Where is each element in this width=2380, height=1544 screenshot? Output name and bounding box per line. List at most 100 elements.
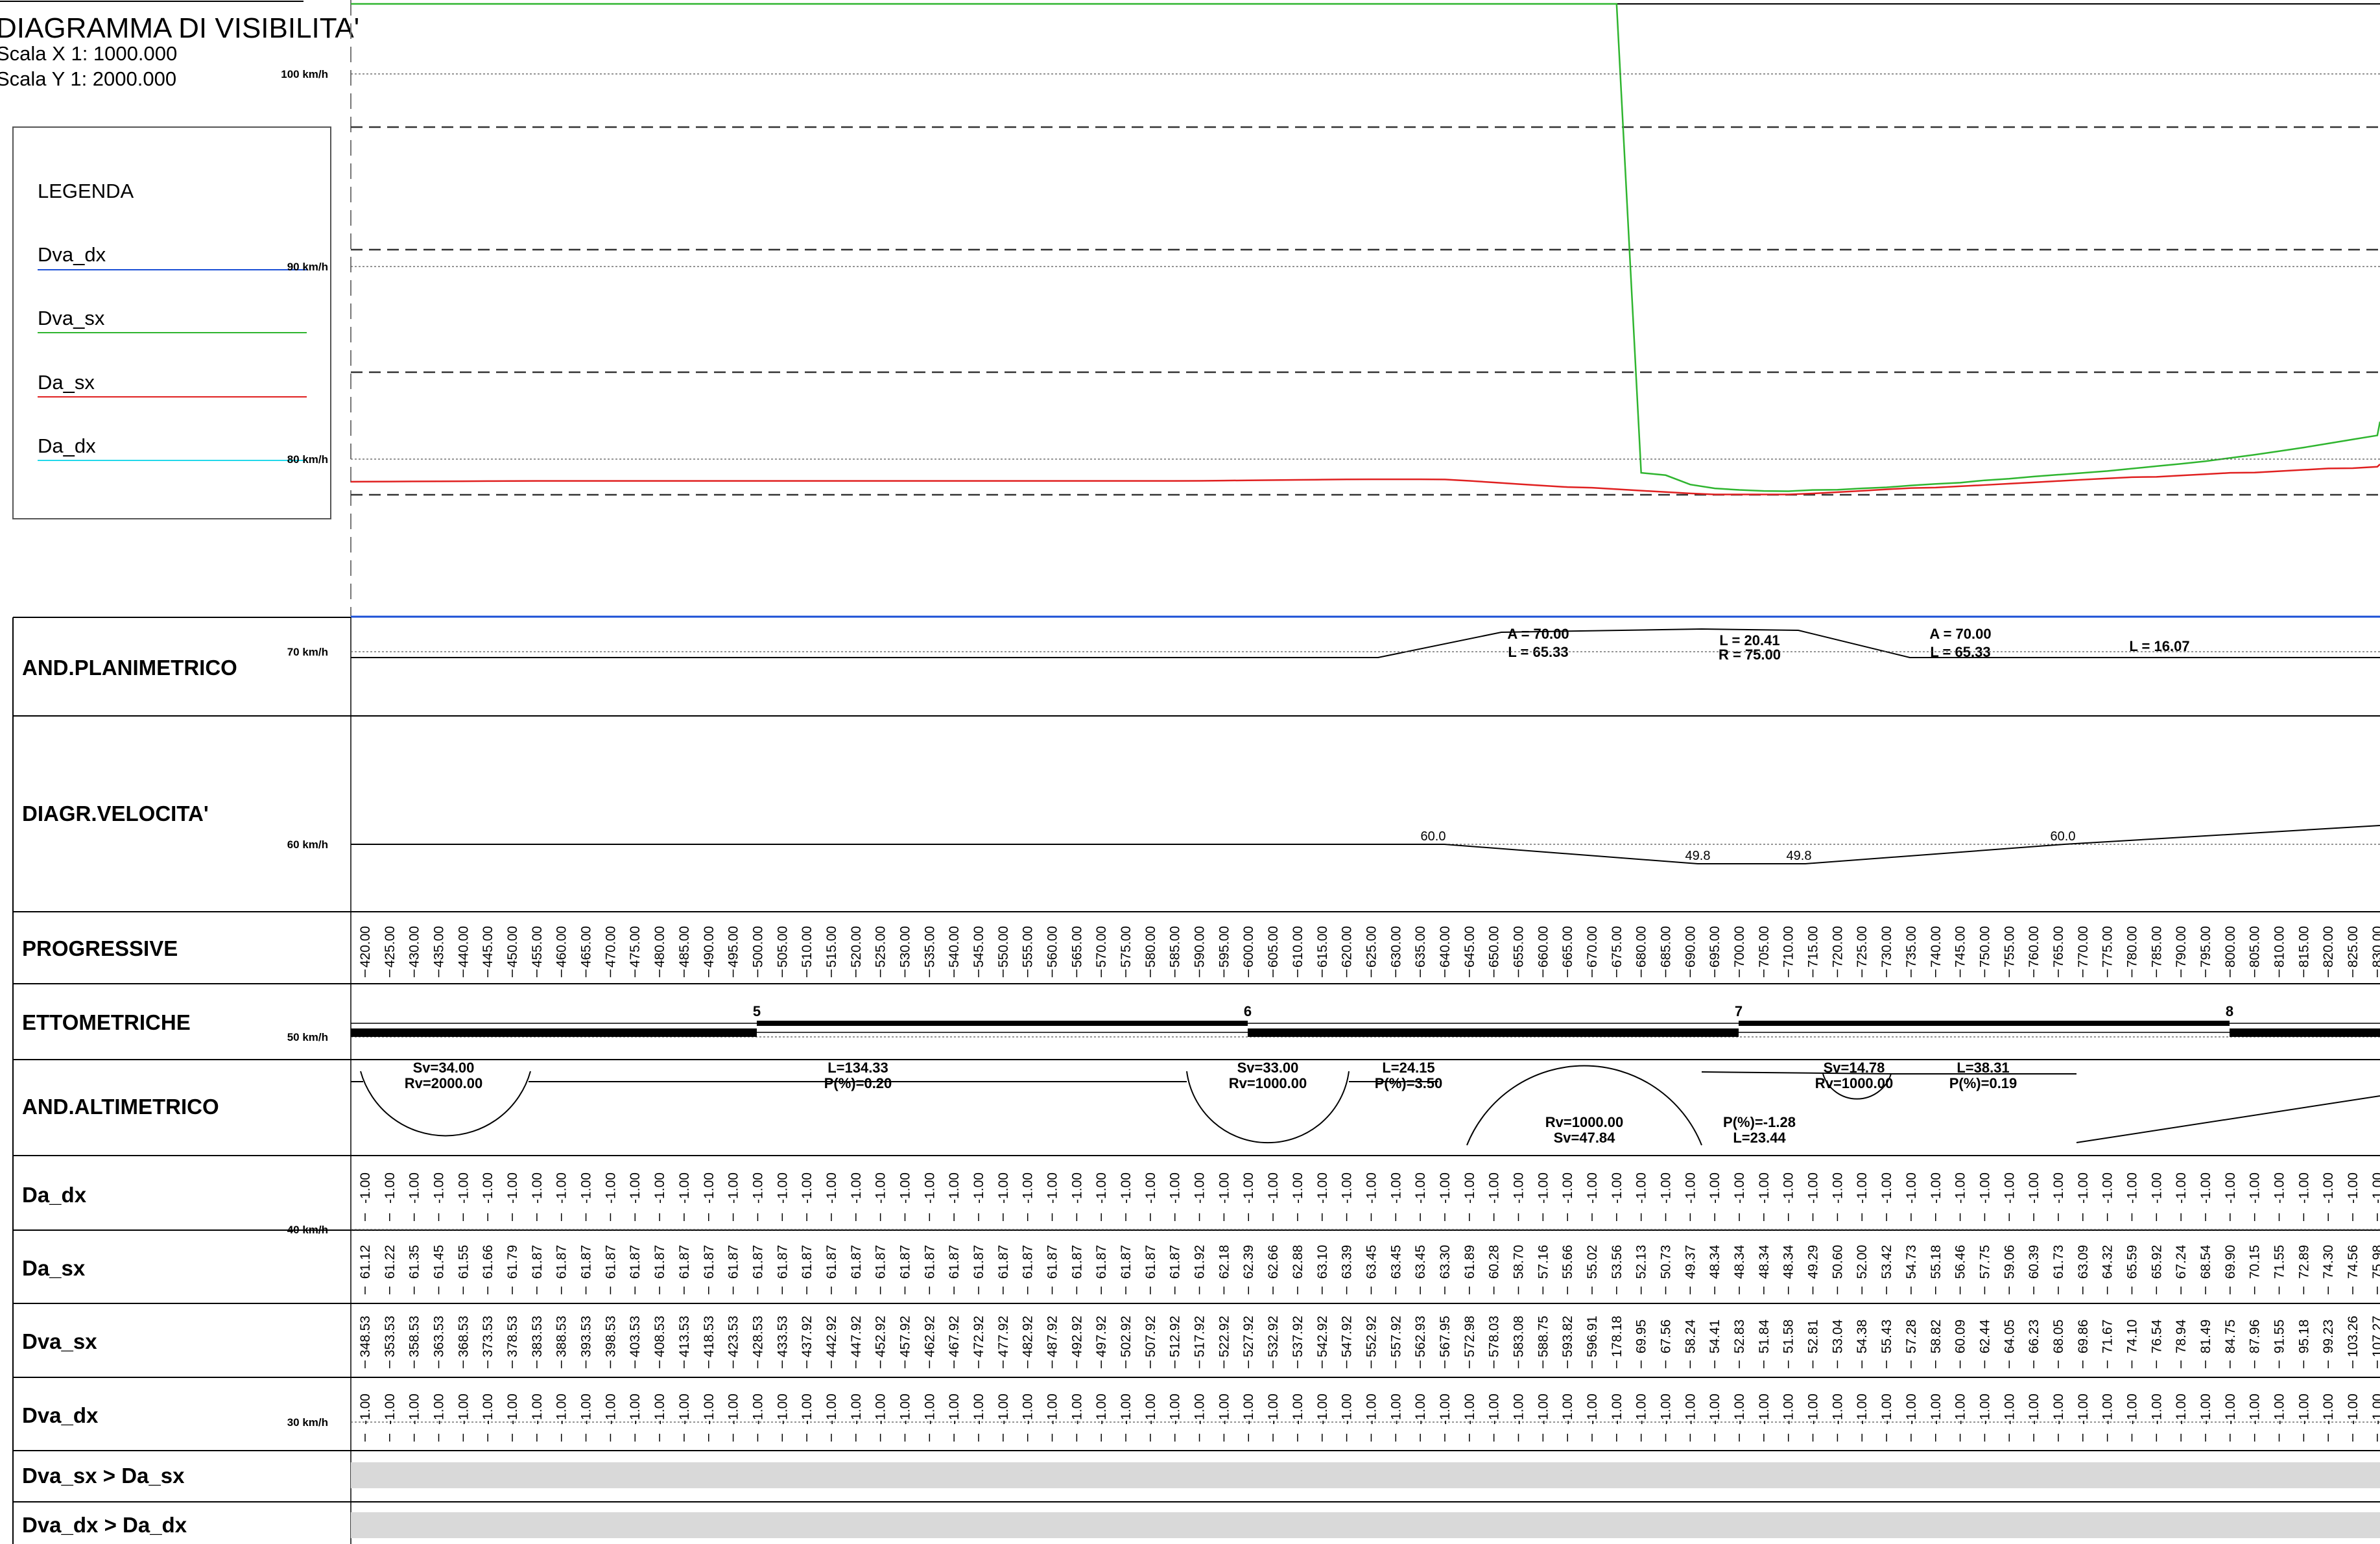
dva-dx-value: -1.00 (898, 1394, 912, 1425)
dva-dx-value: -1.00 (971, 1394, 986, 1425)
dva-sx-value: 512.92 (1168, 1316, 1183, 1357)
dva-sx-value: 57.28 (1904, 1320, 1919, 1354)
da-sx-value: 64.32 (2100, 1245, 2115, 1279)
da-dx-value: -1.00 (1634, 1172, 1649, 1204)
da-sx-value: 61.92 (1193, 1245, 1208, 1279)
da-sx-value: 61.87 (1094, 1245, 1109, 1279)
da-dx-value: -1.00 (1241, 1172, 1256, 1204)
da-sx-value: 74.30 (2321, 1245, 2336, 1279)
row-label-velocita: DIAGR.VELOCITA' (22, 802, 209, 825)
da-sx-value: 70.15 (2248, 1245, 2263, 1279)
dva-dx-value: -1.00 (2100, 1394, 2115, 1425)
progressive-value: 695.00 (1708, 926, 1722, 968)
progressive-value: 510.00 (800, 926, 815, 968)
da-sx-value: 61.87 (996, 1245, 1011, 1279)
dva-sx-value: 51.58 (1781, 1320, 1796, 1354)
vertical-curve (1466, 1065, 1702, 1146)
da-sx-value: 71.55 (2272, 1245, 2287, 1279)
da-sx-value: 61.12 (358, 1245, 373, 1279)
progressive-value: 430.00 (407, 926, 422, 968)
dva-sx-value: 388.53 (554, 1316, 569, 1357)
svg-text:A = 70.00: A = 70.00 (1929, 626, 1991, 642)
da-sx-value: 61.87 (726, 1245, 741, 1279)
progressive-value: 730.00 (1879, 926, 1894, 968)
legend-item-dva-dx: Dva_dx (38, 243, 106, 266)
da-sx-value: 49.29 (1806, 1245, 1821, 1279)
progressive-value: 605.00 (1266, 926, 1281, 968)
svg-text:Sv=33.00: Sv=33.00 (1237, 1060, 1299, 1076)
legend-item-dva-sx: Dva_sx (38, 307, 105, 329)
da-dx-value: -1.00 (1069, 1172, 1084, 1204)
dva-sx-value: 62.44 (1977, 1319, 1992, 1353)
dva-sx-value: 58.24 (1683, 1319, 1698, 1353)
progressive-value: 690.00 (1683, 926, 1698, 968)
da-sx-value: 61.87 (849, 1245, 864, 1279)
da-dx-value: -1.00 (2174, 1172, 2189, 1204)
dva-sx-value: 472.92 (971, 1316, 986, 1357)
dva-dx-value: -1.00 (922, 1394, 937, 1425)
da-dx-value: -1.00 (603, 1172, 618, 1204)
da-dx-value: -1.00 (922, 1172, 937, 1204)
da-sx-value: 60.28 (1487, 1245, 1502, 1279)
da-dx-value: -1.00 (1413, 1172, 1428, 1204)
dva-dx-value: -1.00 (1340, 1394, 1355, 1425)
da-sx-value: 63.39 (1340, 1245, 1355, 1279)
progressive-value: 795.00 (2198, 926, 2213, 968)
dva-sx-value: 413.53 (677, 1316, 692, 1357)
dva-sx-value: 378.53 (505, 1316, 520, 1357)
progressive-value: 625.00 (1364, 926, 1379, 968)
progressive-value: 545.00 (971, 926, 986, 968)
dva-sx-value: 91.55 (2272, 1320, 2287, 1354)
da-sx-value: 61.87 (579, 1245, 594, 1279)
dva-dx-value: -1.00 (2223, 1394, 2238, 1425)
dva-dx-value: -1.00 (750, 1394, 765, 1425)
dva-dx-value: -1.00 (1757, 1394, 1772, 1425)
svg-text:L=24.15: L=24.15 (1382, 1060, 1434, 1076)
dva-sx-value: 467.92 (947, 1316, 962, 1357)
da-sx-value: 61.87 (800, 1245, 815, 1279)
progressive-value: 750.00 (1977, 926, 1992, 968)
speed-axis-label: 50 km/h (287, 1031, 328, 1043)
dva-dx-value: -1.00 (1585, 1394, 1600, 1425)
dva-sx-value: 52.83 (1732, 1320, 1747, 1354)
vertical-curve (360, 1071, 531, 1137)
da-dx-value: -1.00 (481, 1172, 495, 1204)
dva-sx-value: 497.92 (1094, 1316, 1109, 1357)
progressive-value: 740.00 (1929, 926, 1944, 968)
progressive-value: 620.00 (1340, 926, 1355, 968)
da-sx-value: 61.87 (750, 1245, 765, 1279)
dva-dx-value: -1.00 (2174, 1394, 2189, 1425)
dva-sx-value: 348.53 (358, 1316, 373, 1357)
svg-text:Rv=1000.00: Rv=1000.00 (1815, 1075, 1894, 1091)
row-label-progressive: PROGRESSIVE (22, 936, 178, 960)
da-sx-value: 48.34 (1732, 1244, 1747, 1279)
progressive-value: 425.00 (383, 926, 398, 968)
dva-dx-value: -1.00 (1364, 1394, 1379, 1425)
hectometric-segment (757, 1021, 1248, 1026)
da-sx-value: 61.35 (407, 1245, 422, 1279)
dva-sx-value: 358.53 (407, 1316, 422, 1357)
progressive-value: 650.00 (1487, 926, 1502, 968)
progressive-value: 810.00 (2272, 926, 2287, 968)
dva-sx-value: 522.92 (1217, 1316, 1232, 1357)
altimetric-profile: Sv=34.00 Rv=2000.00 L=134.33 P(%)=0.20 S… (351, 1060, 2380, 1146)
da-dx-value: -1.00 (1585, 1172, 1600, 1204)
da-sx-value: 63.45 (1413, 1245, 1428, 1279)
dva-sx-value: 492.92 (1069, 1316, 1084, 1357)
progressive-value: 460.00 (554, 926, 569, 968)
progressive-value: 720.00 (1830, 926, 1845, 968)
progressive-value: 440.00 (456, 926, 471, 968)
dva-sx-value: 442.92 (824, 1316, 839, 1357)
dva-sx-value: 76.54 (2149, 1319, 2164, 1353)
svg-text:L=134.33: L=134.33 (827, 1060, 888, 1076)
vertical-curve (1822, 1073, 1892, 1100)
dva-sx-value: 60.09 (1953, 1320, 1968, 1354)
dva-sx-value: 588.75 (1536, 1316, 1551, 1357)
da-sx-value: 75.98 (2370, 1245, 2380, 1279)
da-dx-value: -1.00 (1708, 1172, 1722, 1204)
progressive-value: 455.00 (530, 926, 545, 968)
da-dx-value: -1.00 (677, 1172, 692, 1204)
dva-dx-value: -1.00 (456, 1394, 471, 1425)
row-label-altimetrico: AND.ALTIMETRICO (22, 1095, 219, 1119)
da-dx-value: -1.00 (726, 1172, 741, 1204)
